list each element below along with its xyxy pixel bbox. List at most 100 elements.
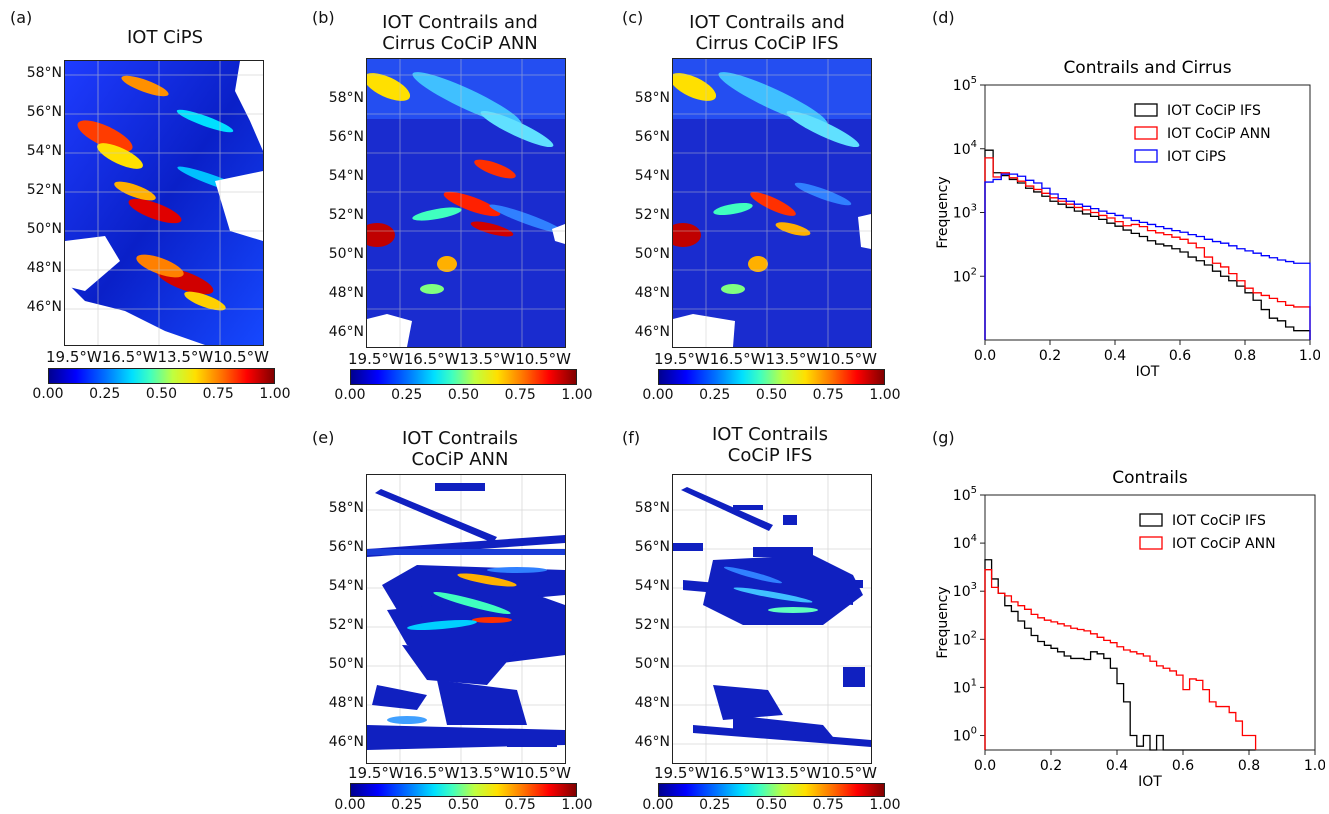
cbar-tick: 0.25 bbox=[699, 797, 731, 813]
x-tick-label: 0.2 bbox=[1039, 348, 1061, 364]
lon-labels-e: 19.5°W16.5°W13.5°W10.5°W bbox=[348, 764, 571, 782]
legend-swatch bbox=[1134, 103, 1158, 117]
lat-label: 54°N bbox=[634, 578, 670, 594]
panel-b-title: IOT Contrails and Cirrus CoCiP ANN bbox=[382, 12, 538, 54]
map-b bbox=[366, 58, 566, 348]
y-tick-label: 104 bbox=[953, 533, 977, 552]
cbar-tick: 0.25 bbox=[391, 797, 423, 813]
histogram-series-0 bbox=[984, 149, 1311, 340]
lon-label: 16.5°W bbox=[403, 764, 460, 782]
panel-label-d: (d) bbox=[932, 8, 955, 27]
lon-label: 13.5°W bbox=[459, 350, 516, 368]
y-axis-label: Frequency bbox=[935, 176, 951, 248]
lat-label: 52°N bbox=[634, 617, 670, 633]
cbar-tick: 1.00 bbox=[561, 387, 593, 403]
lon-label: 19.5°W bbox=[654, 764, 710, 782]
y-tick-label: 102 bbox=[953, 629, 977, 648]
colorbar-e bbox=[350, 783, 577, 797]
lon-label: 13.5°W bbox=[157, 348, 214, 366]
colorbar-c bbox=[658, 369, 885, 385]
plot-frame bbox=[984, 494, 1316, 751]
lat-label: 56°N bbox=[634, 129, 670, 145]
chart-title: Contrails and Cirrus bbox=[1063, 58, 1231, 78]
lat-label: 50°N bbox=[634, 246, 670, 262]
map-e bbox=[366, 474, 566, 764]
legend-label: IOT CoCiP IFS bbox=[1167, 103, 1261, 119]
map-f bbox=[672, 474, 872, 764]
y-tick-label: 105 bbox=[953, 75, 977, 94]
cbar-tick: 0.25 bbox=[391, 387, 423, 403]
y-tick-label: 101 bbox=[953, 677, 977, 696]
y-tick-label: 103 bbox=[953, 581, 977, 600]
cbar-tick: 0.50 bbox=[755, 387, 788, 403]
lon-label: 13.5°W bbox=[765, 350, 822, 368]
lat-label: 56°N bbox=[328, 129, 364, 145]
cbar-tick: 1.00 bbox=[259, 386, 291, 402]
lon-label: 10.5°W bbox=[515, 350, 571, 368]
x-tick-label: 0.0 bbox=[974, 348, 996, 364]
lat-label: 54°N bbox=[328, 168, 364, 184]
legend-label: IOT CiPS bbox=[1167, 149, 1226, 165]
lon-label: 10.5°W bbox=[213, 348, 269, 366]
lat-label: 48°N bbox=[634, 695, 670, 711]
legend-label: IOT CoCiP ANN bbox=[1167, 126, 1271, 142]
cbar-tick: 0.75 bbox=[812, 797, 844, 813]
histogram-series-0 bbox=[984, 559, 1256, 751]
y-axis-label: Frequency bbox=[935, 586, 951, 658]
panel-label-c: (c) bbox=[622, 8, 644, 27]
lon-label: 16.5°W bbox=[403, 350, 460, 368]
x-tick-label: 0.2 bbox=[1040, 758, 1062, 774]
lat-label: 46°N bbox=[634, 734, 670, 750]
lon-label: 16.5°W bbox=[709, 764, 766, 782]
legend-swatch bbox=[1139, 536, 1163, 550]
cbar-tick: 0.75 bbox=[812, 387, 844, 403]
map-b-field bbox=[367, 59, 565, 347]
lon-label: 19.5°W bbox=[46, 348, 102, 366]
map-a-field bbox=[65, 61, 263, 345]
x-tick-label: 1.0 bbox=[1299, 348, 1320, 364]
lat-label: 50°N bbox=[26, 221, 62, 237]
lat-label: 48°N bbox=[328, 285, 364, 301]
lat-label: 56°N bbox=[634, 539, 670, 555]
y-tick-label: 104 bbox=[953, 139, 977, 158]
lat-label: 54°N bbox=[328, 578, 364, 594]
lon-label: 13.5°W bbox=[459, 764, 516, 782]
lon-label: 10.5°W bbox=[821, 764, 877, 782]
cbar-tick: 0.25 bbox=[89, 386, 121, 402]
cbar-tick: 0.50 bbox=[145, 386, 178, 402]
lon-label: 19.5°W bbox=[348, 350, 404, 368]
legend-swatch bbox=[1139, 513, 1163, 527]
legend-swatch bbox=[1134, 126, 1158, 140]
legend-swatch bbox=[1134, 149, 1158, 163]
lat-label: 52°N bbox=[328, 207, 364, 223]
cbar-tick: 1.00 bbox=[561, 797, 593, 813]
histogram-d: Contrails and Cirrus 0.0 0.2 0.4 0.6 0.8 1.0 10… bbox=[935, 58, 1320, 380]
x-tick-label: 0.6 bbox=[1172, 758, 1194, 774]
colorbar-f bbox=[658, 783, 885, 797]
lat-label: 52°N bbox=[634, 207, 670, 223]
cbar-tick: 0.00 bbox=[334, 387, 366, 403]
cbar-tick: 1.00 bbox=[869, 797, 901, 813]
histogram-series-2 bbox=[984, 173, 1311, 340]
chart-title: Contrails bbox=[1112, 468, 1188, 488]
lat-label: 48°N bbox=[634, 285, 670, 301]
lon-labels-f: 19.5°W16.5°W13.5°W10.5°W bbox=[654, 764, 877, 782]
lon-labels-a: 19.5°W16.5°W13.5°W10.5°W bbox=[46, 348, 269, 366]
cbar-tick: 0.00 bbox=[642, 387, 674, 403]
legend-label: IOT CoCiP ANN bbox=[1172, 536, 1276, 552]
lat-label: 50°N bbox=[328, 246, 364, 262]
cbar-tick: 0.50 bbox=[755, 797, 788, 813]
x-tick-label: 0.0 bbox=[974, 758, 996, 774]
map-a bbox=[64, 60, 264, 346]
cbar-tick: 0.75 bbox=[504, 387, 536, 403]
cbar-tick: 0.50 bbox=[447, 387, 480, 403]
panel-label-g: (g) bbox=[932, 428, 955, 447]
cbar-tick: 1.00 bbox=[869, 387, 901, 403]
lat-label: 56°N bbox=[26, 104, 62, 120]
y-tick-label: 103 bbox=[953, 203, 977, 222]
lat-label: 58°N bbox=[328, 500, 364, 516]
lat-label: 52°N bbox=[328, 617, 364, 633]
map-f-field bbox=[673, 475, 871, 763]
map-e-field bbox=[367, 475, 565, 763]
lon-label: 13.5°W bbox=[765, 764, 822, 782]
